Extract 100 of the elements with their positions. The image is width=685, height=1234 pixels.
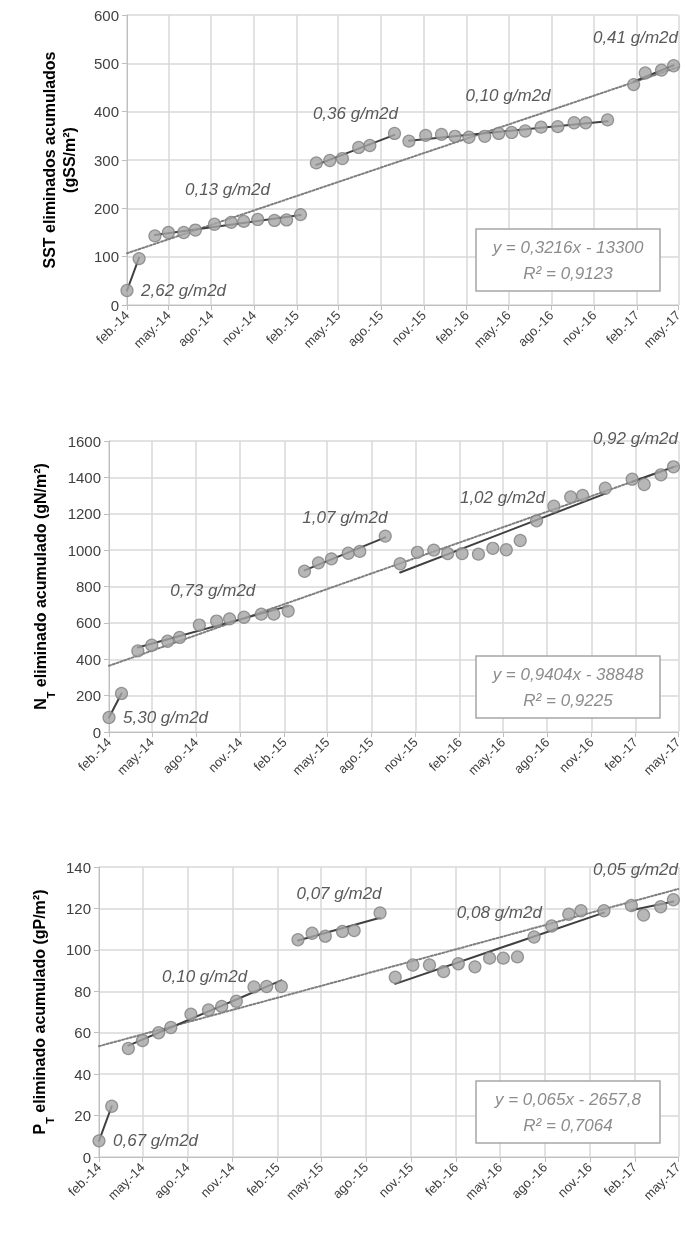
point [637, 477, 651, 492]
point [267, 213, 282, 228]
y-tick-label: 120 [65, 899, 91, 917]
annotation: y = 0,9404x - 38848 [491, 664, 644, 684]
point [547, 499, 561, 513]
point [513, 533, 527, 548]
point [215, 999, 229, 1013]
annotation: 0,67 g/m2d [113, 1131, 199, 1151]
point [281, 604, 295, 618]
point [518, 124, 532, 138]
point [188, 223, 202, 237]
point [352, 140, 366, 155]
point [427, 543, 441, 557]
y-tick-label: 200 [75, 687, 101, 705]
point [551, 120, 565, 134]
point [114, 686, 129, 701]
point [451, 957, 465, 971]
point [254, 607, 268, 621]
point [297, 564, 312, 578]
annotation: 0,41 g/m2d [592, 27, 679, 47]
point [260, 979, 274, 994]
point [666, 460, 681, 474]
point [279, 213, 294, 227]
point [305, 926, 319, 940]
point [173, 630, 187, 645]
annotation: 0,07 g/m2d [296, 883, 383, 903]
point [148, 229, 162, 243]
y-axis-title: PT eliminado acumulado (gP/m²) [30, 889, 56, 1135]
annotation: 0,08 g/m2d [456, 902, 543, 922]
point [654, 900, 668, 914]
point [145, 638, 159, 652]
point [387, 126, 402, 141]
point [483, 951, 497, 965]
point [135, 1033, 150, 1048]
point [492, 126, 506, 141]
y-tick-label: 80 [74, 982, 91, 1000]
y-axis-title: SST eliminados acumulados (gSS/m²) [40, 51, 78, 269]
point [471, 547, 486, 561]
y-tick-label: 100 [93, 248, 119, 266]
point [177, 225, 191, 240]
point [293, 208, 308, 222]
annotation: 5,30 g/m2d [123, 707, 209, 727]
point [600, 113, 615, 127]
point [131, 644, 145, 658]
annotation: R² = 0,9123 [523, 263, 614, 283]
point [468, 960, 482, 974]
point [363, 138, 377, 153]
point [406, 958, 420, 972]
y-tick-label: 1200 [67, 505, 101, 523]
point [638, 66, 652, 80]
point [527, 930, 541, 944]
point [529, 514, 544, 528]
point [627, 78, 641, 92]
point [455, 546, 469, 561]
point [335, 151, 349, 166]
annotation: 0,10 g/m2d [162, 967, 248, 987]
point [598, 481, 612, 495]
annotation: R² = 0,9225 [523, 690, 614, 710]
point [654, 63, 669, 77]
point [486, 541, 500, 555]
point [505, 125, 519, 140]
point [184, 1007, 198, 1021]
point [335, 924, 350, 939]
point [666, 893, 680, 907]
y-tick-label: 20 [74, 1107, 91, 1125]
annotation: 0,13 g/m2d [184, 179, 271, 199]
annotation: y = 0,3216x - 13300 [491, 237, 644, 257]
point [267, 607, 281, 621]
point [247, 980, 261, 994]
annotation: 0,10 g/m2d [465, 85, 552, 105]
y-tick-label: 1000 [67, 541, 101, 559]
point [597, 904, 611, 918]
point [311, 556, 326, 570]
point [324, 552, 339, 566]
point [102, 710, 116, 725]
point [496, 951, 510, 965]
point [318, 929, 332, 943]
annotation: 2,62 g/m2d [140, 281, 227, 300]
y-tick-label: 0 [92, 723, 101, 741]
point [388, 970, 402, 984]
point [448, 129, 462, 143]
point [347, 924, 361, 938]
annotation: 1,02 g/m2d [459, 487, 546, 507]
point [576, 488, 590, 502]
point [441, 546, 455, 561]
y-tick-label: 60 [74, 1024, 91, 1042]
y-tick-label: 40 [74, 1065, 91, 1083]
point [478, 129, 492, 143]
y-tick-label: 200 [93, 199, 119, 217]
y-tick-label: 600 [75, 614, 101, 632]
point [274, 979, 288, 994]
y-tick-label: 400 [75, 650, 101, 668]
point [237, 214, 251, 228]
y-tick-label: 1400 [67, 468, 101, 486]
point [378, 529, 392, 543]
point [562, 907, 576, 921]
point [210, 614, 224, 628]
point [402, 134, 416, 148]
point [152, 1026, 166, 1040]
point [667, 59, 681, 73]
